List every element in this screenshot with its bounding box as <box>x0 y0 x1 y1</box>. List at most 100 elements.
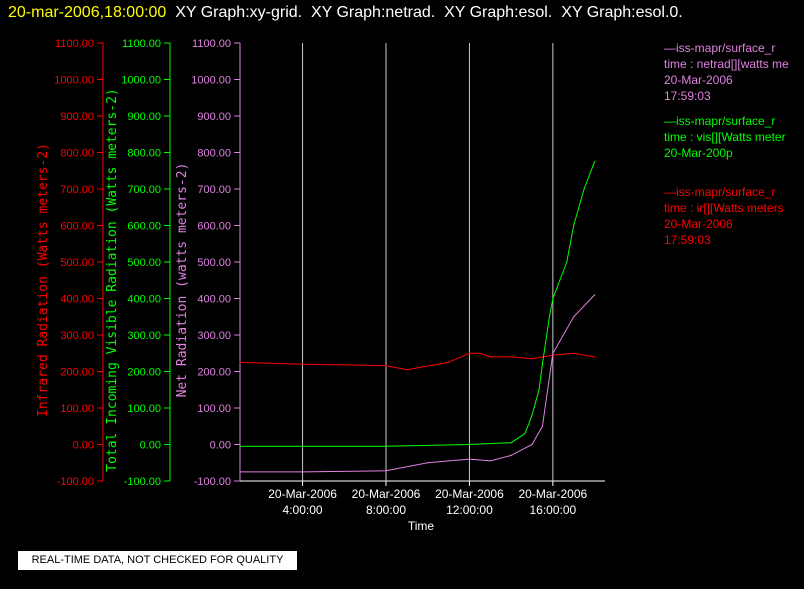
data-point <box>583 188 585 190</box>
data-point <box>239 361 241 363</box>
y-tick-label: 1000.00 <box>191 75 231 87</box>
data-point <box>406 369 408 371</box>
data-point <box>427 462 429 464</box>
legend-entry-3: —iss-mapr/surface_r time : ir[][Watts met… <box>664 184 804 248</box>
y-tick-label: 100.00 <box>127 403 161 415</box>
y-tick-label: 200.00 <box>60 367 94 379</box>
data-point <box>552 352 554 354</box>
y-tick-label: 1100.00 <box>122 38 161 50</box>
legend-line: 17:59:03 <box>664 233 711 247</box>
data-point <box>566 261 568 263</box>
x-tick-date: 20-Mar-2006 <box>268 487 337 501</box>
y-tick-label: 500.00 <box>127 257 161 269</box>
data-point <box>468 443 471 446</box>
y-tick-label: 900.00 <box>60 111 94 123</box>
data-point <box>510 454 512 457</box>
y-tick-label: 600.00 <box>197 221 231 233</box>
y-axis-title: Infrared Radiation (Watts meters-2) <box>36 143 51 417</box>
data-point <box>510 356 512 358</box>
legend-line: —iss-mapr/surface_r <box>664 114 776 128</box>
data-point <box>447 361 450 363</box>
legend-line: time : netrad[][watts me <box>664 57 789 71</box>
y-tick-label: 0.00 <box>73 440 94 452</box>
quality-notice: REAL-TIME DATA, NOT CHECKED FOR QUALITY <box>18 551 297 570</box>
data-point <box>548 316 550 318</box>
legend-line: 17:59:03 <box>664 89 711 103</box>
data-point <box>468 352 471 354</box>
y-tick-label: -100.00 <box>124 476 161 488</box>
x-tick-time: 8:00:00 <box>366 503 406 517</box>
data-point <box>301 445 304 447</box>
y-axis-title: Net Radiation (watts meters-2) <box>175 163 190 398</box>
y-tick-label: 900.00 <box>197 111 231 123</box>
y-tick-label: 600.00 <box>127 221 161 233</box>
legend-line: time : vis[][Watts meter <box>664 130 786 144</box>
data-point <box>531 414 533 416</box>
y-tick-label: 100.00 <box>60 403 94 415</box>
y-tick-label: 200.00 <box>197 367 231 379</box>
data-point <box>301 471 304 473</box>
x-tick-date: 20-Mar-2006 <box>519 487 588 501</box>
x-tick-date: 20-Mar-2006 <box>435 487 504 501</box>
data-point <box>531 358 533 360</box>
y-tick-label: 400.00 <box>127 294 161 306</box>
data-point <box>524 432 526 435</box>
data-point <box>531 443 533 446</box>
data-point <box>538 389 540 391</box>
y-tick-label: 700.00 <box>197 184 231 196</box>
y-tick-label: 300.00 <box>60 330 94 342</box>
data-point <box>593 161 596 163</box>
data-point <box>301 363 304 365</box>
y-tick-label: 900.00 <box>127 111 161 123</box>
y-tick-label: 700.00 <box>60 184 94 196</box>
series-line-2 <box>240 161 596 447</box>
data-point <box>343 364 345 366</box>
data-point <box>541 425 544 427</box>
legend-line: 20-Mar-2006 <box>664 73 733 87</box>
y-tick-label: 300.00 <box>127 330 161 342</box>
data-point <box>385 445 387 447</box>
y-tick-label: 0.00 <box>140 440 161 452</box>
data-point <box>573 352 575 354</box>
y-tick-label: 400.00 <box>197 294 231 306</box>
y-tick-label: 400.00 <box>60 294 94 306</box>
data-point <box>510 442 512 444</box>
data-point <box>489 460 491 462</box>
x-tick-time: 12:00:00 <box>446 503 493 517</box>
legend-line: 20-Mar-2006 <box>664 217 733 231</box>
series-line-1 <box>239 352 595 371</box>
data-point <box>239 471 241 473</box>
window-title: 20-mar-2006,18:00:00 XY Graph:xy-grid. X… <box>8 4 683 22</box>
y-tick-label: 500.00 <box>197 257 231 269</box>
data-point <box>385 365 387 367</box>
title-datetime: 20-mar-2006,18:00:00 <box>8 4 167 21</box>
y-tick-label: 1000.00 <box>54 75 94 87</box>
y-tick-label: 1000.00 <box>121 75 161 87</box>
y-axis-title: Total Incoming Visible Radiation (Watts … <box>105 88 120 472</box>
data-point <box>479 352 481 354</box>
y-tick-label: 200.00 <box>127 367 161 379</box>
data-point <box>385 470 387 472</box>
y-tick-label: 800.00 <box>197 148 231 160</box>
y-tick-label: 300.00 <box>197 330 231 342</box>
x-tick-date: 20-Mar-2006 <box>352 487 421 501</box>
y-tick-label: 1100.00 <box>55 38 94 50</box>
series-line-3 <box>240 294 595 473</box>
y-tick-label: -100.00 <box>57 476 94 488</box>
data-point <box>239 445 241 447</box>
y-tick-label: 600.00 <box>60 221 94 233</box>
y-tick-label: 500.00 <box>60 257 94 269</box>
y-tick-label: 700.00 <box>127 184 161 196</box>
data-point <box>427 365 429 367</box>
legend-line: 20-Mar-200p <box>664 146 733 160</box>
data-point <box>489 356 491 358</box>
data-point <box>573 224 575 227</box>
legend-line: —iss-mapr/surface_r <box>664 41 776 55</box>
legend-line: time : ir[][Watts meters <box>664 201 784 215</box>
data-point <box>468 458 471 460</box>
data-point <box>573 316 575 318</box>
y-tick-label: 100.00 <box>197 403 231 415</box>
